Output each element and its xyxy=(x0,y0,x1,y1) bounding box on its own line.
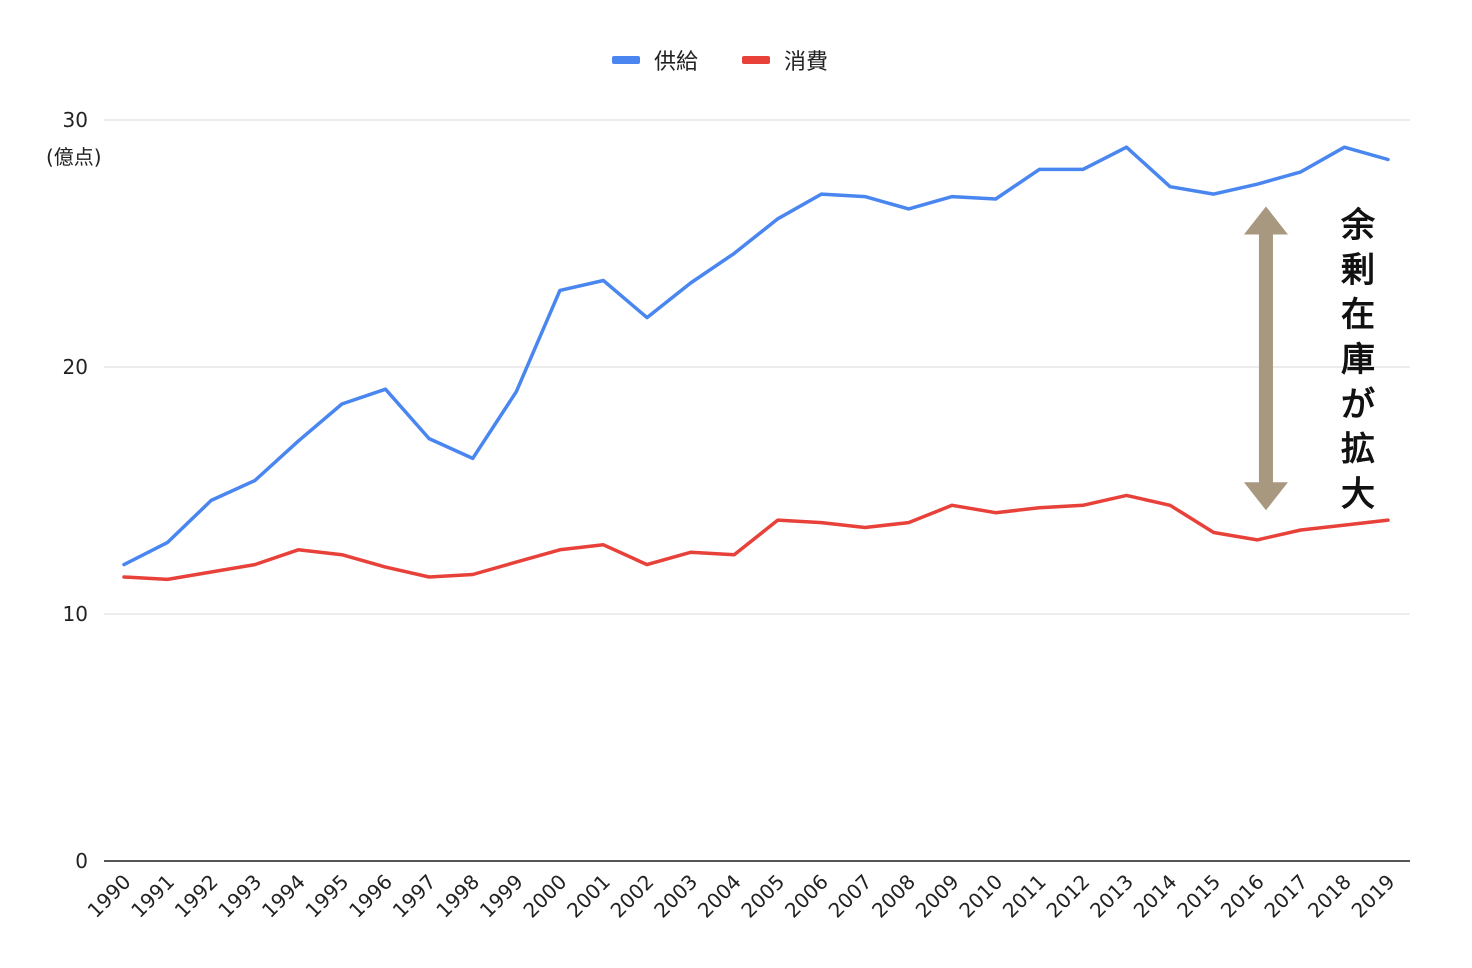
x-tick-label: 1994 xyxy=(257,870,310,923)
x-tick-label: 1998 xyxy=(431,870,484,923)
x-tick-label: 2005 xyxy=(736,870,789,923)
x-tick-label: 2015 xyxy=(1172,870,1225,923)
annotation-char: 余 xyxy=(1340,205,1376,245)
x-tick-label: 2013 xyxy=(1085,870,1138,923)
x-tick-label: 2007 xyxy=(824,870,877,923)
x-tick-label: 2019 xyxy=(1347,870,1400,923)
x-tick-label: 2004 xyxy=(693,870,746,923)
x-tick-label: 2006 xyxy=(780,870,833,923)
y-axis-unit-label: (億点) xyxy=(46,145,102,169)
annotation-char: 剰 xyxy=(1341,250,1375,290)
annotation-char: 在 xyxy=(1341,295,1375,335)
legend-label-supply: 供給 xyxy=(654,50,698,75)
x-tick-label: 2017 xyxy=(1259,870,1312,923)
x-tick-label: 1992 xyxy=(170,870,223,923)
legend-swatch-consumption xyxy=(742,56,770,64)
x-tick-label: 2008 xyxy=(867,870,920,923)
series-line-consumption xyxy=(122,493,1390,582)
x-tick-label: 2003 xyxy=(649,870,702,923)
gridlines xyxy=(104,119,1410,862)
annotation-char: が xyxy=(1341,385,1375,425)
legend: 供給 消費 xyxy=(612,50,828,75)
x-tick-label: 1990 xyxy=(83,870,136,923)
surplus-arrow-head-top xyxy=(1243,206,1288,235)
x-tick-label: 2016 xyxy=(1216,870,1269,923)
y-tick-label: 0 xyxy=(75,849,88,873)
x-tick-label: 2012 xyxy=(1041,870,1094,923)
x-tick-label: 2014 xyxy=(1129,870,1182,923)
x-tick-label: 1999 xyxy=(475,870,528,923)
x-tick-label: 2000 xyxy=(518,870,571,923)
x-tick-label: 1993 xyxy=(213,870,266,923)
x-tick-label: 1991 xyxy=(126,870,179,923)
x-tick-label: 2010 xyxy=(954,870,1007,923)
legend-label-consumption: 消費 xyxy=(784,50,828,75)
surplus-arrow-head-bottom xyxy=(1243,482,1288,511)
x-tick-label: 2001 xyxy=(562,870,615,923)
y-tick-label: 10 xyxy=(63,602,88,626)
y-tick-label: 30 xyxy=(63,108,88,132)
x-tick-label: 2009 xyxy=(911,870,964,923)
annotation-char: 大 xyxy=(1341,474,1375,514)
legend-swatch-supply xyxy=(612,56,640,64)
y-axis: (億点) 0 10 20 30 xyxy=(46,108,102,873)
x-tick-label: 2011 xyxy=(998,870,1051,923)
x-tick-label: 1996 xyxy=(344,870,397,923)
x-tick-label: 1997 xyxy=(388,870,441,923)
x-axis: 1990199119921993199419951996199719981999… xyxy=(83,870,1400,923)
annotation-char: 拡 xyxy=(1341,430,1375,470)
series-lines xyxy=(122,145,1390,582)
x-tick-label: 2002 xyxy=(606,870,659,923)
x-tick-label: 2018 xyxy=(1303,870,1356,923)
x-tick-label: 1995 xyxy=(300,870,353,923)
series-line-supply xyxy=(122,145,1390,567)
y-tick-label: 20 xyxy=(63,355,88,379)
annotation-char: 庫 xyxy=(1341,340,1375,380)
